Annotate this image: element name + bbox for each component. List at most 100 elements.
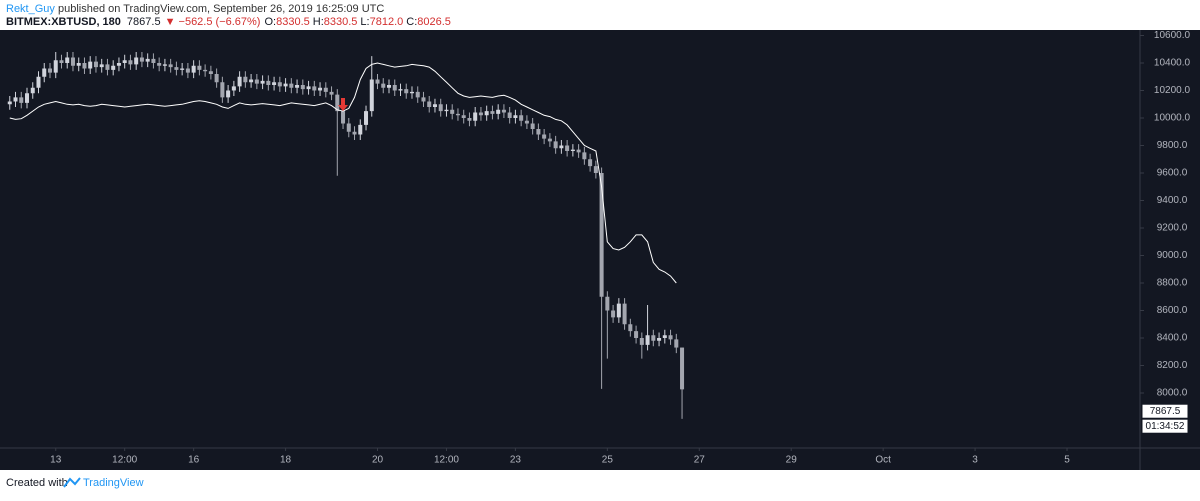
published: published on TradingView.com, September … <box>55 3 384 15</box>
candle-body <box>421 97 426 102</box>
candle-body <box>7 101 12 105</box>
candle-body <box>323 87 328 92</box>
candle-body <box>203 69 208 72</box>
candle-body <box>392 85 397 91</box>
candle-body <box>599 173 604 297</box>
candle-body <box>519 115 524 121</box>
y-tick-label: 9600.0 <box>1157 168 1188 179</box>
candle-body <box>111 65 116 70</box>
candle-body <box>381 83 386 88</box>
candle-body <box>662 335 667 338</box>
candle-body <box>157 63 162 66</box>
candle-body <box>507 112 512 118</box>
x-tick-label: 13 <box>50 455 62 466</box>
candle-body <box>582 152 587 160</box>
candle-body <box>628 324 633 332</box>
y-tick-label: 9000.0 <box>1157 250 1188 261</box>
symbol: BITMEX:XBTUSD, 180 <box>6 16 121 28</box>
ohlc-label: H: <box>313 16 324 28</box>
candle-body <box>151 58 156 63</box>
candle-body <box>76 63 81 66</box>
candle-body <box>576 149 581 153</box>
candle-body <box>13 97 18 102</box>
candle-body <box>335 94 340 112</box>
y-tick-label: 8400.0 <box>1157 333 1188 344</box>
author[interactable]: Rekt_Guy <box>6 3 55 15</box>
candle-body <box>444 109 449 112</box>
candle-body <box>553 141 558 149</box>
last-price-box <box>1141 403 1189 419</box>
ohlc-label: O: <box>264 16 276 28</box>
candle-body <box>53 60 58 73</box>
candle-body <box>105 64 110 70</box>
candle-body <box>295 85 300 88</box>
candle-body <box>191 65 196 73</box>
candle-body <box>59 60 64 63</box>
last-price-label: 7867.5 <box>1150 406 1181 417</box>
candle-body <box>70 57 75 66</box>
candle-body <box>82 63 87 69</box>
candle-body <box>352 131 357 135</box>
candle-body <box>450 109 455 114</box>
candle-body <box>565 145 570 151</box>
candle-body <box>168 64 173 68</box>
y-tick-label: 8000.0 <box>1157 388 1188 399</box>
candle-body <box>36 76 41 88</box>
footer-brand[interactable]: TradingView <box>83 477 144 489</box>
candle-body <box>318 87 323 91</box>
candle-body <box>461 115 466 118</box>
x-tick-label: 5 <box>1064 455 1070 466</box>
candle-body <box>524 120 529 124</box>
candle-body <box>375 79 380 84</box>
candle-body <box>180 68 185 70</box>
symbol-line: BITMEX:XBTUSD, 180 7867.5 ▼ −562.5 (−6.67%… <box>6 16 451 28</box>
candle-body <box>122 60 127 63</box>
y-tick-label: 9200.0 <box>1157 223 1188 234</box>
y-tick-label: 9400.0 <box>1157 195 1188 206</box>
candle-body <box>208 71 213 74</box>
candle-body <box>455 113 460 116</box>
x-tick-label: 18 <box>280 455 292 466</box>
candle-body <box>559 145 564 149</box>
candle-body <box>300 85 305 90</box>
candle-body <box>145 58 150 62</box>
candle-body <box>473 112 478 121</box>
candle-body <box>174 67 179 70</box>
candle-body <box>398 89 403 91</box>
candle-body <box>162 64 167 66</box>
y-tick-label: 10200.0 <box>1154 85 1191 96</box>
candle-body <box>306 86 311 90</box>
candle-body <box>404 89 409 94</box>
candle-body <box>231 86 236 91</box>
candle-body <box>289 83 294 88</box>
candle-body <box>30 87 35 94</box>
indicator-line <box>9 62 677 284</box>
candle-body <box>639 338 644 345</box>
candle-body <box>329 91 334 95</box>
candle-body <box>116 63 121 66</box>
candle-body <box>593 166 598 173</box>
y-tick-label: 10400.0 <box>1154 58 1191 69</box>
candle-body <box>128 60 133 65</box>
y-tick-label: 10000.0 <box>1154 113 1191 124</box>
candle-body <box>432 104 437 107</box>
candle-body <box>530 123 535 129</box>
candle-body <box>386 85 392 88</box>
candle-body <box>588 159 593 167</box>
signal-arrow <box>338 98 348 111</box>
candle-body <box>272 82 277 85</box>
plot: 8000.0 8200.0 8400.0 8600.0 8800.0 9000.0 9200… <box>7 30 1191 466</box>
candle-body <box>616 303 621 318</box>
candle-body <box>364 111 369 125</box>
candle-body <box>99 64 104 68</box>
change: ▼ −562.5 (−6.67%) <box>165 16 261 28</box>
candle-body <box>312 86 317 91</box>
x-tick-label: 12:00 <box>434 455 459 466</box>
ohlc-value: 8330.5 <box>324 16 358 28</box>
candle-body <box>680 347 685 390</box>
ohlc-value: 8026.5 <box>417 16 451 28</box>
candle-body <box>501 109 506 113</box>
candle-body <box>42 68 47 77</box>
candle-body <box>645 335 650 345</box>
